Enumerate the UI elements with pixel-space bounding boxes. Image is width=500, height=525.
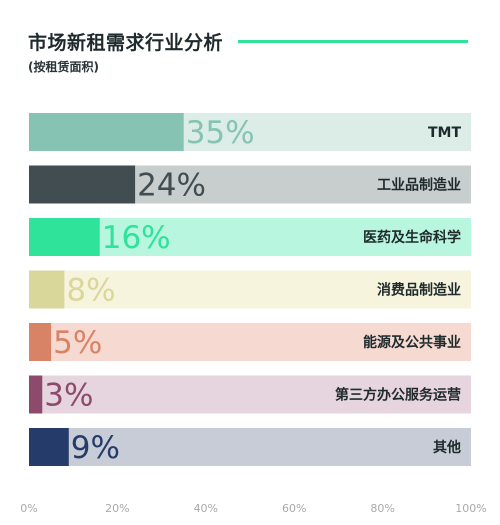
bar-track [29, 428, 471, 466]
x-tick-label: 0% [20, 502, 37, 515]
bar-value-label: 35% [186, 115, 255, 151]
category-label: TMT [428, 125, 461, 141]
bar-track [29, 375, 471, 414]
bar [29, 323, 52, 361]
bar [29, 270, 65, 309]
category-label: 其他 [433, 439, 461, 456]
category-label: 消费品制造业 [377, 282, 461, 299]
chart-title: 市场新租需求行业分析 [28, 32, 224, 54]
title-accent-line [238, 40, 468, 43]
bar [29, 165, 136, 204]
bar-value-label: 5% [53, 325, 102, 361]
bar-value-label: 3% [44, 378, 93, 414]
bar-track [29, 218, 471, 256]
x-tick-label: 20% [105, 502, 129, 515]
bar [29, 375, 43, 414]
bar [29, 113, 184, 151]
x-tick-label: 100% [455, 502, 486, 515]
bar-track [29, 270, 471, 309]
category-label: 能源及公共事业 [363, 334, 461, 351]
category-label: 医药及生命科学 [363, 229, 461, 246]
x-tick-label: 40% [194, 502, 218, 515]
bar-track [29, 323, 471, 361]
x-tick-label: 80% [370, 502, 394, 515]
category-label: 第三方办公服务运营 [335, 387, 461, 404]
x-tick-label: 60% [282, 502, 306, 515]
chart-subtitle: (按租赁面积) [28, 60, 99, 74]
bar [29, 218, 100, 256]
bar-value-label: 9% [71, 430, 120, 466]
bar [29, 428, 69, 466]
bar-value-label: 16% [102, 220, 171, 256]
bar-value-label: 8% [66, 273, 115, 309]
category-label: 工业品制造业 [377, 177, 461, 194]
bar-value-label: 24% [137, 168, 206, 204]
